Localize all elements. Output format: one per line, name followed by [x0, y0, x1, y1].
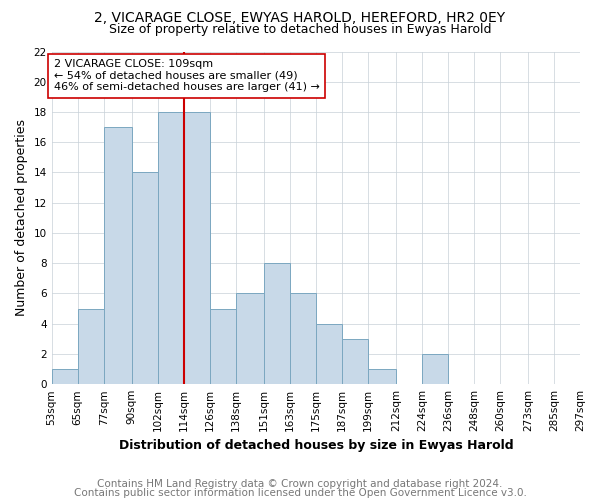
Bar [368, 369, 396, 384]
Bar [52, 369, 77, 384]
Bar [184, 112, 210, 384]
Bar [132, 172, 158, 384]
Bar [264, 263, 290, 384]
Bar [77, 308, 104, 384]
Bar [316, 324, 342, 384]
Text: 2 VICARAGE CLOSE: 109sqm
← 54% of detached houses are smaller (49)
46% of semi-d: 2 VICARAGE CLOSE: 109sqm ← 54% of detach… [54, 59, 320, 92]
X-axis label: Distribution of detached houses by size in Ewyas Harold: Distribution of detached houses by size … [119, 440, 513, 452]
Bar [104, 127, 132, 384]
Text: 2, VICARAGE CLOSE, EWYAS HAROLD, HEREFORD, HR2 0EY: 2, VICARAGE CLOSE, EWYAS HAROLD, HEREFOR… [94, 11, 506, 25]
Bar [290, 294, 316, 384]
Bar [342, 339, 368, 384]
Bar [210, 308, 236, 384]
Y-axis label: Number of detached properties: Number of detached properties [15, 120, 28, 316]
Text: Contains public sector information licensed under the Open Government Licence v3: Contains public sector information licen… [74, 488, 526, 498]
Bar [158, 112, 184, 384]
Text: Size of property relative to detached houses in Ewyas Harold: Size of property relative to detached ho… [109, 22, 491, 36]
Text: Contains HM Land Registry data © Crown copyright and database right 2024.: Contains HM Land Registry data © Crown c… [97, 479, 503, 489]
Bar [236, 294, 264, 384]
Bar [422, 354, 448, 384]
